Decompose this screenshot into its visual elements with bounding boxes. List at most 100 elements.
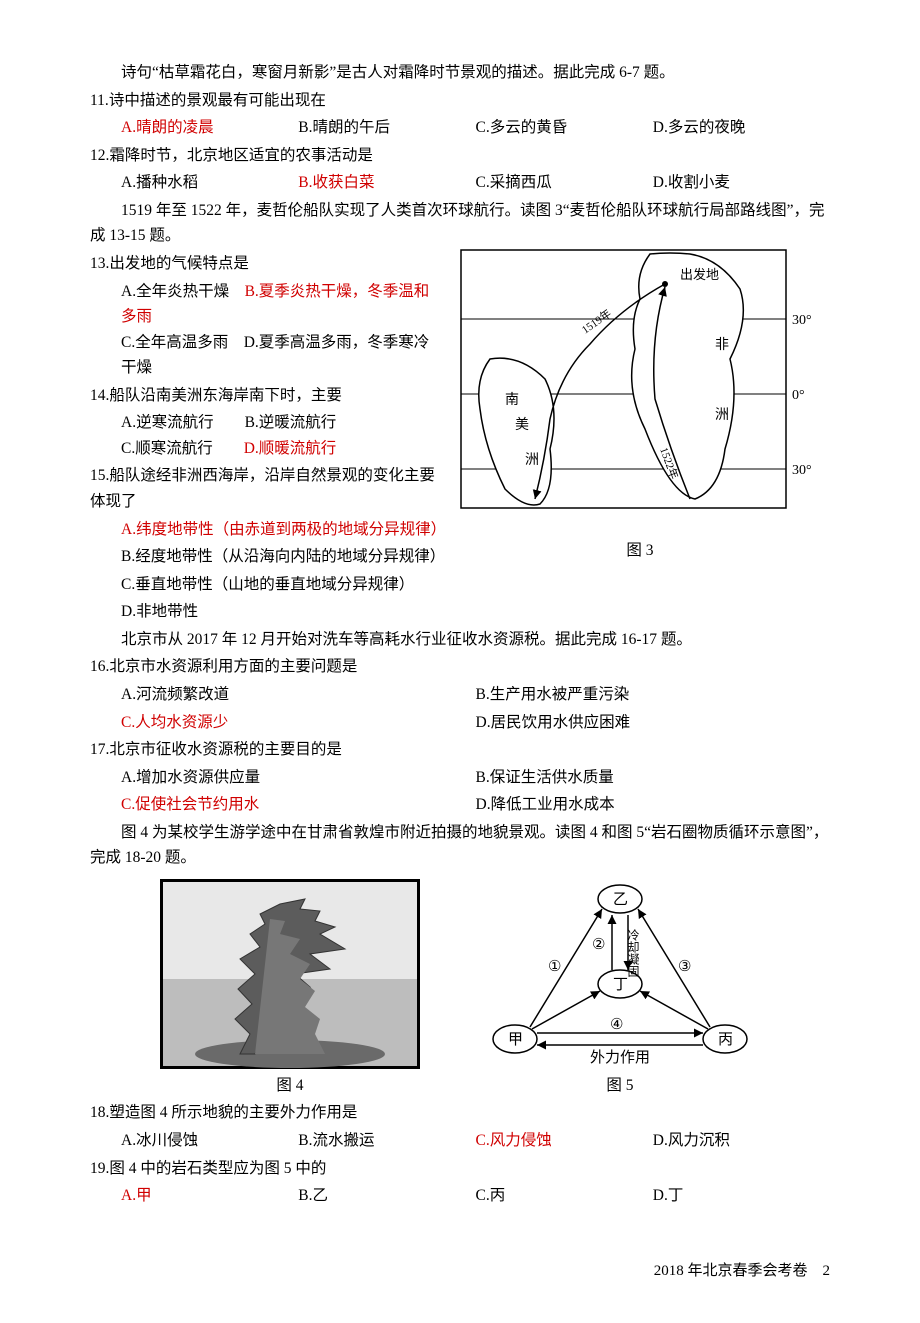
svg-text:出发地: 出发地	[680, 267, 719, 282]
svg-text:30°: 30°	[792, 313, 812, 328]
q12-optC: C.采摘西瓜	[476, 170, 653, 196]
q16-optD: D.居民饮用水供应困难	[476, 710, 831, 736]
layout-1315: 13.出发地的气候特点是 A.全年炎热干燥 B.夏季炎热干燥，冬季温和多雨 C.…	[90, 249, 830, 627]
q13-options: A.全年炎热干燥 B.夏季炎热干燥，冬季温和多雨 C.全年高温多雨 D.夏季高温…	[90, 279, 442, 381]
svg-text:30°: 30°	[792, 463, 812, 478]
svg-text:0°: 0°	[792, 388, 805, 403]
q14-optC: C.顺寒流航行	[121, 440, 213, 457]
passage-intro: 图 4 为某校学生游学途中在甘肃省敦煌市附近拍摄的地貌景观。读图 4 和图 5“…	[90, 820, 830, 871]
q-num: 13.	[90, 255, 109, 272]
footer-page: 2	[823, 1263, 831, 1279]
footer-text: 2018 年北京春季会考卷	[654, 1263, 808, 1279]
svg-text:②: ②	[592, 937, 605, 953]
q17-options-row1: A.增加水资源供应量 B.保证生活供水质量	[90, 765, 830, 791]
q12-stem: 12.霜降时节，北京地区适宜的农事活动是	[90, 143, 830, 169]
q18-optB: B.流水搬运	[298, 1128, 475, 1154]
q17-optA: A.增加水资源供应量	[121, 765, 476, 791]
q-num: 16.	[90, 658, 109, 675]
q-num: 14.	[90, 387, 109, 404]
svg-text:③: ③	[678, 959, 691, 975]
passage-intro: 诗句“枯草霜花白，寒窗月新影”是古人对霜降时节景观的描述。据此完成 6-7 题。	[90, 60, 830, 86]
passage-intro: 北京市从 2017 年 12 月开始对洗车等高耗水行业征收水资源税。据此完成 1…	[90, 627, 830, 653]
q19-optD: D.丁	[653, 1183, 830, 1209]
q16-options-row1: A.河流频繁改道 B.生产用水被严重污染	[90, 682, 830, 708]
q18-options: A.冰川侵蚀 B.流水搬运 C.风力侵蚀 D.风力沉积	[90, 1128, 830, 1154]
q15-options: A.纬度地带性（由赤道到两极的地域分异规律） B.经度地带性（从沿海向内陆的地域…	[90, 517, 442, 625]
q16-options-row2: C.人均水资源少 D.居民饮用水供应困难	[90, 710, 830, 736]
passage-intro: 1519 年至 1522 年，麦哲伦船队实现了人类首次环球航行。读图 3“麦哲伦…	[90, 198, 830, 249]
figure-4: 图 4	[160, 879, 420, 1099]
svg-text:冷却凝固: 冷却凝固	[626, 928, 640, 976]
svg-text:洲: 洲	[525, 453, 539, 468]
q12-options: A.播种水稻 B.收获白菜 C.采摘西瓜 D.收割小麦	[90, 170, 830, 196]
q16-optC: C.人均水资源少	[121, 710, 476, 736]
q15-optC: C.垂直地带性（山地的垂直地域分异规律）	[90, 572, 442, 598]
q11-options: A.晴朗的凌晨 B.晴朗的午后 C.多云的黄昏 D.多云的夜晚	[90, 115, 830, 141]
svg-text:丙: 丙	[718, 1032, 733, 1048]
q13-stem: 13.出发地的气候特点是	[90, 251, 442, 277]
q12-optB: B.收获白菜	[298, 170, 475, 196]
q-num: 15.	[90, 467, 109, 484]
q-num: 18.	[90, 1104, 109, 1121]
fig4-label: 图 4	[160, 1073, 420, 1099]
q-text: 塑造图 4 所示地貌的主要外力作用是	[109, 1104, 357, 1121]
q16-optA: A.河流频繁改道	[121, 682, 476, 708]
q17-options-row2: C.促使社会节约用水 D.降低工业用水成本	[90, 792, 830, 818]
q19-options: A.甲 B.乙 C.丙 D.丁	[90, 1183, 830, 1209]
q14-stem: 14.船队沿南美洲东海岸南下时，主要	[90, 383, 442, 409]
svg-text:甲: 甲	[508, 1032, 523, 1048]
q-num: 19.	[90, 1160, 109, 1177]
svg-text:洲: 洲	[715, 408, 729, 423]
q16-optB: B.生产用水被严重污染	[476, 682, 831, 708]
page-footer: 2018 年北京春季会考卷 2	[90, 1259, 830, 1284]
q12-optD: D.收割小麦	[653, 170, 830, 196]
q15-optD: D.非地带性	[90, 599, 442, 625]
q-num: 11.	[90, 92, 109, 109]
q11-stem: 11.诗中描述的景观最有可能出现在	[90, 88, 830, 114]
q-text: 诗中描述的景观最有可能出现在	[109, 92, 326, 109]
q13-optA: A.全年炎热干燥	[121, 283, 229, 300]
svg-text:④: ④	[610, 1017, 623, 1033]
q11-optB: B.晴朗的午后	[298, 115, 475, 141]
q-text: 北京市水资源利用方面的主要问题是	[109, 658, 357, 675]
figure-5: 乙 丁 甲 丙 ① ② 冷却凝固 ③ ④ 外力作用 图 5	[480, 879, 760, 1099]
q-num: 12.	[90, 147, 109, 164]
svg-text:南: 南	[505, 392, 519, 408]
q-text: 霜降时节，北京地区适宜的农事活动是	[109, 147, 373, 164]
fig3-label: 图 3	[450, 538, 830, 564]
left-col: 13.出发地的气候特点是 A.全年炎热干燥 B.夏季炎热干燥，冬季温和多雨 C.…	[90, 249, 450, 627]
q18-optD: D.风力沉积	[653, 1128, 830, 1154]
q11-optA: A.晴朗的凌晨	[121, 115, 298, 141]
figure-row: 图 4 乙 丁 甲 丙 ① ② 冷却凝固 ③	[90, 879, 830, 1099]
q15-optA: A.纬度地带性（由赤道到两极的地域分异规律）	[90, 517, 442, 543]
q11-optD: D.多云的夜晚	[653, 115, 830, 141]
q17-stem: 17.北京市征收水资源税的主要目的是	[90, 737, 830, 763]
svg-text:美: 美	[515, 417, 529, 433]
svg-text:非: 非	[715, 337, 729, 353]
q19-optC: C.丙	[476, 1183, 653, 1209]
q17-optC: C.促使社会节约用水	[121, 792, 476, 818]
q15-optB: B.经度地带性（从沿海向内陆的地域分异规律）	[90, 544, 442, 570]
svg-text:乙: 乙	[613, 892, 628, 908]
fig5-label: 图 5	[480, 1073, 760, 1099]
q-text: 船队沿南美洲东海岸南下时，主要	[109, 387, 342, 404]
q18-stem: 18.塑造图 4 所示地貌的主要外力作用是	[90, 1100, 830, 1126]
figure-3: 30° 0° 30° 南 美 洲 非 洲 出发地 1519年 1522年	[450, 249, 830, 564]
q16-stem: 16.北京市水资源利用方面的主要问题是	[90, 654, 830, 680]
q-text: 船队途经非洲西海岸，沿岸自然景观的变化主要体现了	[90, 467, 435, 510]
q17-optB: B.保证生活供水质量	[476, 765, 831, 791]
q19-optA: A.甲	[121, 1183, 298, 1209]
svg-text:外力作用: 外力作用	[590, 1049, 650, 1066]
q-text: 图 4 中的岩石类型应为图 5 中的	[109, 1160, 326, 1177]
q-text: 北京市征收水资源税的主要目的是	[109, 741, 342, 758]
q19-stem: 19.图 4 中的岩石类型应为图 5 中的	[90, 1156, 830, 1182]
q14-optD: D.顺暖流航行	[244, 440, 337, 457]
q18-optC: C.风力侵蚀	[476, 1128, 653, 1154]
q14-optA: A.逆寒流航行	[121, 414, 214, 431]
q17-optD: D.降低工业用水成本	[476, 792, 831, 818]
q14-options: A.逆寒流航行 B.逆暖流航行 C.顺寒流航行 D.顺暖流航行	[90, 410, 442, 461]
svg-text:丁: 丁	[613, 977, 628, 993]
q19-optB: B.乙	[298, 1183, 475, 1209]
q13-optC: C.全年高温多雨	[121, 334, 228, 351]
svg-text:①: ①	[548, 959, 561, 975]
